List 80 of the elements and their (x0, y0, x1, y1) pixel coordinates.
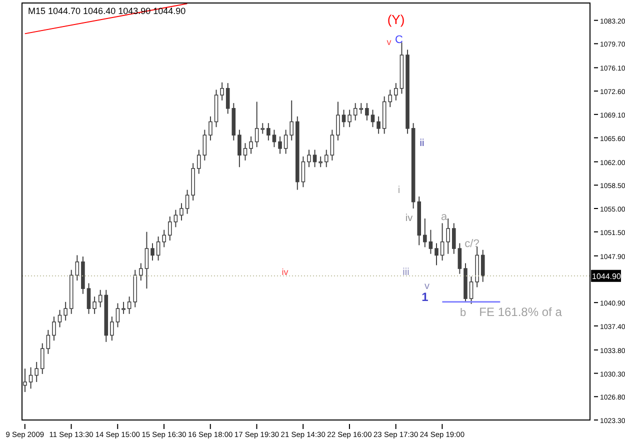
annotation: v (424, 281, 430, 292)
candlestick (185, 189, 190, 214)
candlestick (86, 282, 91, 314)
candlestick (156, 236, 160, 262)
candlestick (116, 302, 120, 328)
candlestick (290, 100, 294, 141)
candlestick (469, 276, 474, 304)
annotation: v (386, 37, 392, 47)
candlestick (348, 109, 352, 128)
candlestick (458, 242, 462, 274)
candlestick (226, 82, 230, 114)
candlestick (23, 368, 27, 392)
chart-title: M15 1044.70 1046.40 1043.90 1044.90 (28, 6, 186, 16)
ref-line-label: 1044.90 (592, 272, 622, 281)
candlestick (359, 102, 364, 114)
candlestick (376, 116, 380, 134)
candlestick (423, 218, 427, 248)
candlestick (28, 366, 33, 390)
candlestick (330, 129, 334, 161)
candlestick (64, 301, 68, 322)
candlestick (139, 262, 143, 282)
candlestick (318, 156, 322, 168)
annotation: 1 (422, 290, 429, 304)
candlestick (220, 82, 224, 101)
annotation: b (460, 306, 466, 319)
candlestick (168, 216, 172, 242)
annotation: a (440, 211, 448, 223)
candlestick (370, 109, 375, 128)
candlestick (127, 296, 132, 314)
candlestick (46, 329, 50, 354)
candlestick (58, 309, 62, 328)
candlestick (301, 156, 306, 188)
candlestick (110, 316, 114, 342)
annotation: iv (405, 213, 413, 224)
candlestick (243, 142, 248, 161)
candlestick (324, 149, 328, 168)
candlestick (144, 231, 149, 290)
candlestick (202, 129, 207, 161)
candlestick (353, 102, 358, 121)
annotation: iv (282, 267, 289, 277)
ref-line-label: FE 161.8% of a (479, 304, 562, 319)
candlestick (260, 122, 265, 134)
candlestick (394, 82, 398, 101)
candlestick (278, 136, 282, 154)
annotation: i (398, 185, 400, 196)
candlestick (92, 296, 96, 314)
candlestick (480, 249, 485, 282)
candlestick (440, 222, 444, 262)
candlestick (336, 101, 340, 141)
candlestick (284, 129, 288, 154)
candlestick (312, 149, 317, 168)
candlestick (34, 361, 38, 382)
candlestick (208, 116, 212, 141)
candlestick (307, 149, 311, 168)
candlestick (446, 218, 450, 254)
candlestick (162, 229, 166, 248)
candlestick (272, 129, 276, 148)
candlestick (238, 129, 242, 168)
candlestick (52, 316, 56, 342)
candlestick (342, 109, 346, 128)
candlestick (150, 242, 154, 262)
candlestick (249, 136, 253, 154)
annotation: iii (402, 267, 410, 278)
candlestick (75, 254, 80, 282)
candlestick (452, 222, 456, 254)
candlestick (40, 342, 44, 374)
candlestick (428, 229, 433, 254)
annotation: c/? (464, 238, 480, 250)
candlestick (254, 101, 259, 148)
candlestick (98, 289, 102, 308)
candlestick (266, 122, 270, 141)
annotation: (Y) (387, 12, 405, 27)
candlestick (388, 89, 392, 108)
candlestick (122, 301, 126, 314)
candlestick (180, 202, 184, 222)
candlestick (434, 242, 438, 266)
annotation: ii (420, 138, 424, 149)
candlestick (365, 102, 369, 121)
candlestick (196, 149, 201, 174)
annotation: C (395, 34, 404, 46)
